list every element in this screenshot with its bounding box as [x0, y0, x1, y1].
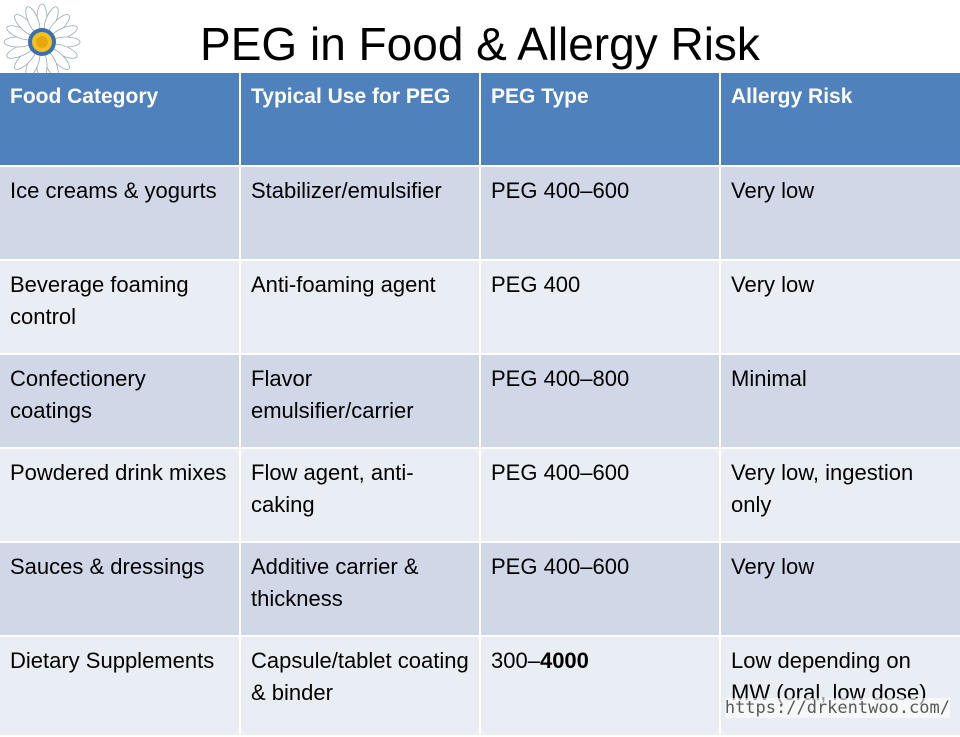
header-typical-use: Typical Use for PEG: [240, 73, 481, 167]
cell-typical-use: Capsule/tablet coating & binder: [240, 636, 481, 737]
cell-typical-use: Stabilizer/emulsifier: [240, 166, 481, 261]
page-title: PEG in Food & Allergy Risk: [200, 18, 760, 70]
header-food-category: Food Category: [0, 73, 241, 167]
cell-typical-use: Flow agent, anti-caking: [240, 448, 481, 543]
cell-peg-type: PEG 400–600: [480, 448, 721, 543]
cell-typical-use: Anti-foaming agent: [240, 260, 481, 355]
cell-food-category: Powdered drink mixes: [0, 448, 241, 543]
header-allergy-risk: Allergy Risk: [720, 73, 960, 167]
sunflower-icon: [3, 3, 81, 81]
cell-allergy-risk: Very low: [720, 542, 960, 637]
peg-type-range-end: 4000: [539, 648, 589, 673]
cell-peg-type: 300–4000: [480, 636, 721, 737]
cell-food-category: Confectionery coatings: [0, 354, 241, 449]
table-row: Beverage foaming control Anti-foaming ag…: [0, 260, 960, 355]
cell-allergy-risk: Very low: [720, 260, 960, 355]
cell-allergy-risk: Minimal: [720, 354, 960, 449]
table-row: Confectionery coatings Flavor emulsifier…: [0, 354, 960, 449]
cell-food-category: Sauces & dressings: [0, 542, 241, 637]
cell-typical-use: Flavor emulsifier/carrier: [240, 354, 481, 449]
table-row: Powdered drink mixes Flow agent, anti-ca…: [0, 448, 960, 543]
cell-allergy-risk: Very low, ingestion only: [720, 448, 960, 543]
header-peg-type: PEG Type: [480, 73, 721, 167]
cell-food-category: Ice creams & yogurts: [0, 166, 241, 261]
table-row: Ice creams & yogurts Stabilizer/emulsifi…: [0, 166, 960, 261]
table-header-row: Food Category Typical Use for PEG PEG Ty…: [0, 73, 960, 167]
cell-peg-type: PEG 400–600: [480, 542, 721, 637]
cell-peg-type: PEG 400: [480, 260, 721, 355]
source-url: https://drkentwoo.com/: [724, 698, 950, 718]
peg-type-range-start: 300–: [491, 648, 540, 673]
cell-typical-use: Additive carrier & thickness: [240, 542, 481, 637]
cell-allergy-risk: Very low: [720, 166, 960, 261]
cell-food-category: Dietary Supplements: [0, 636, 241, 737]
cell-peg-type: PEG 400–600: [480, 166, 721, 261]
cell-food-category: Beverage foaming control: [0, 260, 241, 355]
cell-allergy-risk: Low depending on MW (oral, low dose): [720, 636, 960, 737]
cell-peg-type: PEG 400–800: [480, 354, 721, 449]
peg-food-table: Food Category Typical Use for PEG PEG Ty…: [0, 73, 960, 737]
table-row: Sauces & dressings Additive carrier & th…: [0, 542, 960, 637]
table-row: Dietary Supplements Capsule/tablet coati…: [0, 636, 960, 737]
